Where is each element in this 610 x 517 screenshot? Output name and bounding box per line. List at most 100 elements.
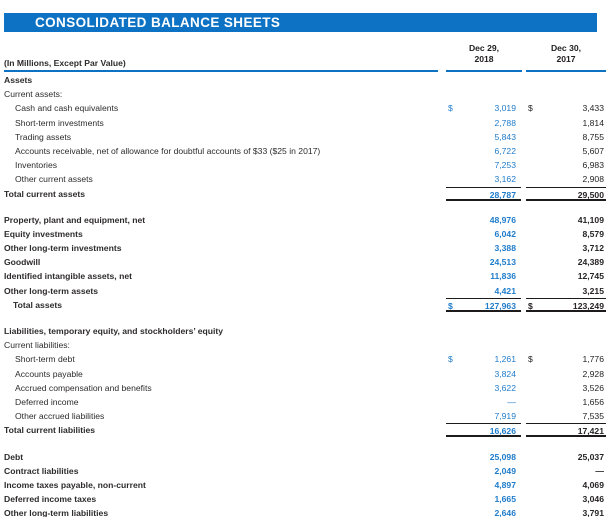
cell-value: 6,983 [582,160,604,171]
value-cell-2017: 7,535 [526,409,606,423]
value-cell-2017: 12,745 [526,269,606,283]
row-label: Identified intangible assets, net [4,271,132,282]
cell-value: 2,908 [582,174,604,185]
row-label: Property, plant and equipment, net [4,214,146,225]
cell-value: 3,019 [494,103,516,114]
row-label: Accrued compensation and benefits [15,382,152,393]
value-cell-2018: — [446,395,521,409]
cell-value: — [507,396,516,407]
value-cell-2018: 48,976 [446,213,521,227]
table-row: Income taxes payable, non-current 4,897 4,… [0,478,610,492]
cell-value: 25,037 [577,451,604,462]
column-header-2018-line2: 2018 [474,53,494,64]
row-label: Inventories [15,160,58,171]
cell-value: 4,421 [494,285,516,296]
value-cell-2017: 17,421 [526,423,606,438]
row-label: Deferred income [15,396,79,407]
cell-value: 1,656 [582,396,604,407]
row-label: Short-term investments [15,117,104,128]
table-row: Debt 25,098 25,037 [0,450,610,464]
cell-value: 123,249 [572,300,604,311]
cell-value: 11,836 [490,271,516,282]
cell-value: 2,049 [494,465,516,476]
value-cell-2018: 6,042 [446,227,521,241]
spacer-row [0,201,610,213]
value-cell-2017: 3,791 [526,506,606,517]
cell-value: 2,646 [494,508,516,517]
value-cell-2018: 24,513 [446,255,521,269]
value-cell-2018: 3,622 [446,381,521,395]
cell-value: 3,824 [494,368,516,379]
value-cell-2017: 1,814 [526,116,606,130]
table-row: Accounts receivable, net of allowance fo… [0,144,610,158]
value-cell-2017: $3,433 [526,101,606,115]
cell-value: 7,535 [582,411,604,422]
table-row: Equity investments 6,042 8,579 [0,227,610,241]
value-cell-2017: 6,983 [526,158,606,172]
value-cell-2017: 1,656 [526,395,606,409]
value-cell-2017: $1,776 [526,352,606,366]
table-row: Contract liabilities 2,049 — [0,464,610,478]
dollar-sign: $ [448,103,453,114]
value-cell-2018: 4,897 [446,478,521,492]
table-row: Total assets $127,963 $123,249 [0,297,610,312]
cell-value: 8,755 [582,131,604,142]
spacer-row [0,312,610,324]
table-row: Total current assets 28,787 29,500 [0,186,610,201]
value-cell-2017: 3,215 [526,284,606,298]
row-label: Cash and cash equivalents [15,103,119,114]
cell-value: 1,776 [582,354,604,365]
page-title-banner: CONSOLIDATED BALANCE SHEETS [4,13,597,32]
cell-value: 7,253 [494,160,516,171]
cell-value: 24,389 [577,257,604,268]
table-row: Inventories 7,253 6,983 [0,158,610,172]
dollar-sign: $ [528,103,533,114]
page-title: CONSOLIDATED BALANCE SHEETS [35,15,281,30]
value-cell-2018: 3,162 [446,172,521,186]
cell-value: 3,791 [582,508,604,517]
cell-value: 1,665 [494,494,516,505]
row-label: Deferred income taxes [4,494,97,505]
row-label: Total current liabilities [4,425,96,436]
row-label: Total assets [13,299,63,310]
row-label: Other accrued liabilities [15,411,105,422]
caption-underline [4,70,438,72]
row-label: Accounts payable [15,368,83,379]
table-row: Trading assets 5,843 8,755 [0,130,610,144]
column-2017-underline [526,70,606,72]
value-cell-2018: 2,788 [446,116,521,130]
value-cell-2018: 4,421 [446,284,521,298]
row-label: Short-term debt [15,354,75,365]
dollar-sign: $ [528,354,533,365]
table-row: Other long-term investments 3,388 3,712 [0,241,610,255]
row-label: Accounts receivable, net of allowance fo… [15,145,321,156]
row-label: Other long-term liabilities [4,508,109,517]
row-label: Current assets: [4,89,63,100]
value-cell-2018: 2,646 [446,506,521,517]
value-cell-2018: 7,253 [446,158,521,172]
cell-value: 1,261 [494,354,516,365]
value-cell-2018: 3,388 [446,241,521,255]
value-cell-2018: 2,049 [446,464,521,478]
column-header-2017-line1: Dec 30, [550,43,582,53]
table-row: Deferred income taxes 1,665 3,046 [0,492,610,506]
row-label: Trading assets [15,131,72,142]
value-cell-2017: 25,037 [526,450,606,464]
row-label: Other current assets [15,174,93,185]
table-row: Other current assets 3,162 2,908 [0,172,610,186]
table-row: Goodwill 24,513 24,389 [0,255,610,269]
cell-value: — [595,465,604,476]
table-row: Other long-term liabilities 2,646 3,791 [0,506,610,517]
value-cell-2018: 3,824 [446,367,521,381]
table-row: Accounts payable 3,824 2,928 [0,367,610,381]
cell-value: 4,069 [582,479,604,490]
value-cell-2017: 3,712 [526,241,606,255]
row-label: Debt [4,451,24,462]
cell-value: 127,963 [484,300,516,311]
value-cell-2018: 5,843 [446,130,521,144]
cell-value: 3,046 [582,494,604,505]
row-label: Income taxes payable, non-current [4,479,146,490]
cell-value: 2,928 [582,368,604,379]
value-cell-2017: 5,607 [526,144,606,158]
